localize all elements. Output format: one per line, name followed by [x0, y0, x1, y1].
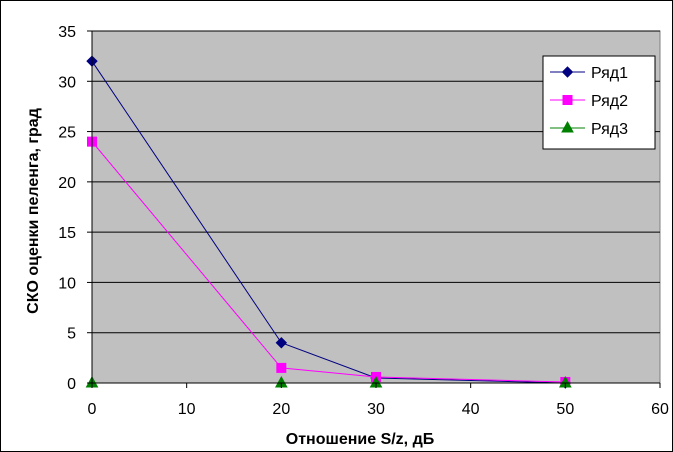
x-tick-label: 20: [272, 401, 290, 418]
x-tick-label: 0: [88, 401, 97, 418]
legend-marker: [562, 95, 573, 105]
legend-marker: [561, 120, 574, 133]
data-point: [276, 362, 287, 373]
legend-label: Ряд1: [591, 65, 628, 82]
y-axis-title: СКО оценки пеленга, град: [25, 108, 42, 314]
y-tick-label: 35: [58, 24, 76, 41]
y-tick-label: 0: [67, 376, 76, 393]
legend-label: Ряд3: [591, 121, 628, 138]
x-axis-title: Отношение S/z, дБ: [286, 431, 434, 448]
y-tick-label: 15: [58, 225, 76, 242]
x-tick-label: 30: [367, 401, 385, 418]
legend-marker: [561, 66, 574, 78]
y-tick-label: 5: [67, 326, 76, 343]
series-line: [91, 60, 566, 384]
y-tick-label: 25: [58, 125, 76, 142]
data-point: [275, 337, 288, 349]
y-tick-label: 20: [58, 175, 76, 192]
x-tick-label: 50: [556, 401, 574, 418]
x-tick-label: 40: [462, 401, 480, 418]
y-tick-label: 30: [58, 74, 76, 91]
x-tick-label: 60: [651, 401, 669, 418]
x-tick-label: 10: [178, 401, 196, 418]
series-line: [91, 141, 566, 383]
y-tick-label: 10: [58, 275, 76, 292]
legend-label: Ряд2: [591, 93, 628, 110]
